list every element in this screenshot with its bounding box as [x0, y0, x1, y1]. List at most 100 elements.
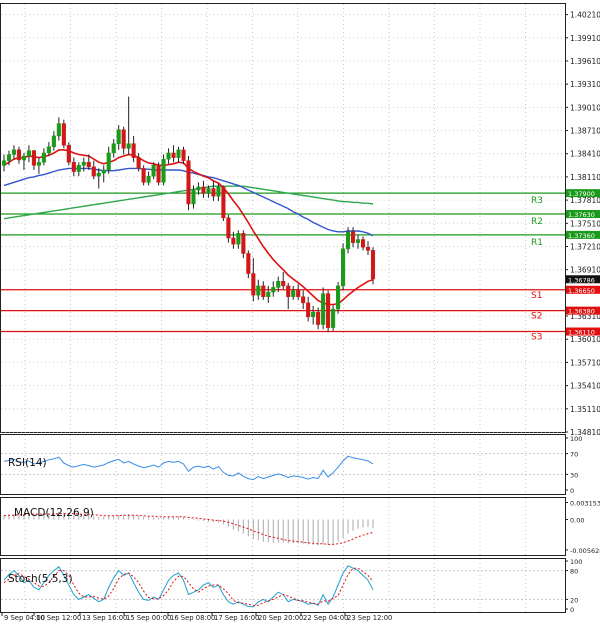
candle-body: [336, 285, 341, 310]
candle-body: [286, 285, 291, 297]
candle-body: [141, 168, 146, 183]
candle-body: [71, 161, 76, 172]
current-price-box: [566, 275, 600, 284]
candle-body: [21, 155, 26, 161]
price-tick-label: 1.35710: [570, 358, 600, 367]
price-tick-label: 1.39910: [570, 34, 600, 43]
candle-body: [346, 231, 351, 250]
price-tick-label: 1.37210: [570, 242, 600, 251]
macd-tick-label: 0.00: [570, 517, 584, 525]
candle-body: [296, 290, 301, 297]
rsi-label: RSI(14): [8, 457, 47, 469]
candle-body: [236, 233, 241, 245]
candle-body: [306, 302, 311, 318]
candle-body: [51, 135, 56, 148]
x-tick-label: 17 Sep 16:00: [214, 614, 259, 622]
candle-body: [106, 152, 111, 171]
candle-body: [86, 161, 91, 168]
candle-body: [186, 160, 191, 205]
candle-body: [6, 154, 12, 161]
level-name-r3: R3: [531, 196, 543, 206]
x-tick-label: 16 Sep 08:00: [170, 614, 215, 622]
candle-body: [136, 157, 141, 169]
candle-body: [161, 158, 166, 183]
level-name-s2: S2: [531, 312, 542, 322]
candle-body: [26, 150, 31, 157]
candle-body: [131, 143, 136, 158]
macd-tick-label: -0.005628: [570, 547, 600, 555]
x-tick-label: 13 Sep 16:00: [82, 614, 127, 622]
candle-body: [196, 186, 201, 191]
candle-body: [331, 308, 336, 328]
price-tick-label: 1.36910: [570, 266, 600, 275]
candle-body: [281, 281, 286, 287]
candle-body: [241, 233, 246, 254]
x-tick-label: 20 Sep 20:00: [258, 614, 303, 622]
candle-body: [11, 149, 17, 155]
x-tick-label: 10 Sep 12:00: [36, 614, 81, 622]
level-name-s1: S1: [531, 291, 542, 301]
panel-frame-main: [0, 3, 566, 433]
candle-body: [111, 143, 116, 154]
panel-frame-stoch: [0, 558, 566, 613]
candle-body: [341, 248, 346, 287]
candle-body: [116, 129, 121, 144]
stoch-tick-label: 20: [570, 596, 578, 604]
candle-body: [46, 146, 51, 154]
candle-body: [226, 217, 231, 239]
price-tick-label: 1.39610: [570, 57, 600, 66]
stoch-tick-label: 0: [570, 606, 574, 614]
candle-body: [96, 172, 101, 177]
candle-body: [256, 285, 261, 296]
candle-body: [166, 152, 171, 160]
candle-body: [276, 281, 281, 288]
level-price-box-s1: [566, 285, 600, 294]
candle-body: [121, 129, 126, 149]
stoch-tick-label: 80: [570, 568, 578, 576]
price-tick-label: 1.36010: [570, 335, 600, 344]
price-tick-label: 1.39010: [570, 103, 600, 112]
candle-body: [41, 152, 46, 163]
candle-body: [271, 287, 276, 293]
candle-body: [146, 175, 151, 183]
price-tick-label: 1.40210: [570, 11, 600, 20]
candle-body: [316, 311, 321, 325]
current-price-label: 1.36786: [568, 276, 595, 284]
price-tick-label: 1.39310: [570, 80, 600, 89]
candle-body: [206, 188, 211, 194]
macd-label: MACD(12,26,9): [14, 507, 94, 519]
candle-body: [246, 253, 251, 274]
candle-body: [251, 273, 256, 296]
candle-body: [151, 165, 156, 177]
candle-body: [191, 189, 196, 205]
stoch-main-line: [3, 565, 374, 608]
level-name-r1: R1: [531, 238, 543, 248]
macd-signal-line: [3, 513, 374, 545]
price-tick-label: 1.37510: [570, 219, 600, 228]
candle-body: [181, 149, 186, 161]
candle-body: [360, 239, 366, 248]
candle-body: [101, 169, 106, 174]
level-name-s3: S3: [531, 333, 542, 343]
price-tick-label: 1.38410: [570, 150, 600, 159]
level-price-box-r3: [566, 189, 600, 198]
candle-body: [36, 161, 41, 166]
price-tick-label: 1.35110: [570, 405, 600, 414]
candle-body: [31, 150, 36, 166]
panel-frame-macd: [0, 497, 566, 556]
rsi-line: [3, 455, 374, 481]
candle-body: [370, 250, 376, 280]
level-price-label-s1: 1.36650: [568, 287, 595, 295]
x-tick-label: 23 Sep 12:00: [347, 614, 392, 622]
macd-tick-label: 0.003153: [570, 499, 600, 507]
rsi-tick-label: 70: [570, 451, 578, 459]
rsi-tick-label: 0: [570, 487, 574, 495]
level-price-box-r2: [566, 210, 600, 219]
candle-body: [326, 293, 331, 328]
x-tick-label: 15 Sep 00:00: [126, 614, 171, 622]
candle-body: [126, 143, 131, 149]
panel-frame-rsi: [0, 434, 566, 495]
candle-body: [365, 247, 371, 251]
